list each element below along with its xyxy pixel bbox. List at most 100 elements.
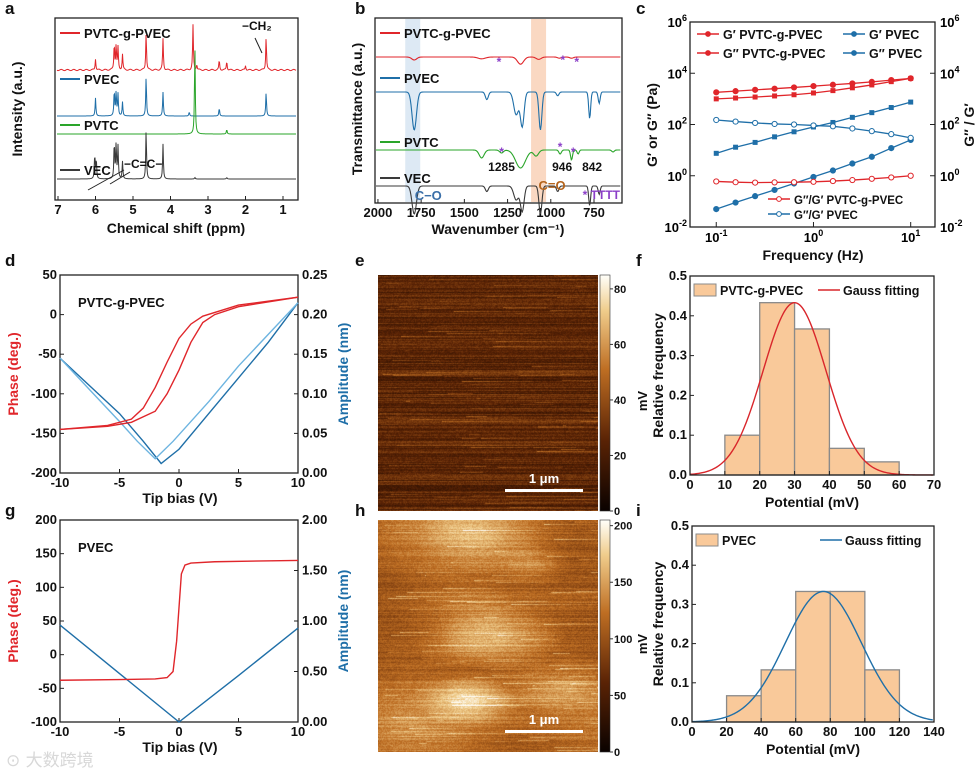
y-tick-label: 0.1 <box>669 427 687 442</box>
y-tick-label: 0.0 <box>669 467 687 482</box>
panel-label: g <box>5 501 15 520</box>
star-marker: * <box>571 145 576 159</box>
y-tick-label: -50 <box>38 680 57 695</box>
marker-circle <box>868 128 875 135</box>
ftir-trace-1 <box>376 91 621 131</box>
trace-label: PVEC <box>84 72 120 87</box>
y-tick-label: 100 <box>940 167 959 184</box>
legend-label: G″/G′ PVTC-g-PVEC <box>794 195 903 207</box>
legend-marker <box>776 196 782 202</box>
marker-circle <box>888 174 895 181</box>
y-tick-label: 0 <box>50 647 57 662</box>
marker-circle <box>732 179 739 186</box>
y-tick-label: 0.3 <box>669 348 687 363</box>
colorbar-tick-label: 150 <box>614 577 632 589</box>
marker-circle <box>752 193 759 200</box>
y-tick-label: 102 <box>668 116 687 133</box>
legend-label: PVTC-g-PVEC <box>720 284 803 298</box>
legend-marker <box>776 211 782 217</box>
x-tick-label: 140 <box>923 724 945 739</box>
x-tick-label: 30 <box>787 477 801 492</box>
y-tick-label: -100 <box>31 386 57 401</box>
ftir-trace-3 <box>376 185 621 215</box>
marker-square <box>772 93 778 99</box>
x-tick-label: 60 <box>892 477 906 492</box>
panel-label: d <box>5 251 15 270</box>
marker-circle <box>868 78 875 85</box>
marker-circle <box>771 179 778 186</box>
marker-square <box>869 110 875 116</box>
marker-circle <box>849 80 856 87</box>
y-tick-label: 10-2 <box>940 218 962 235</box>
band-label: C−O <box>415 188 442 203</box>
x-tick-label: 0 <box>688 724 695 739</box>
x-axis-label: Frequency (Hz) <box>762 247 863 263</box>
scale-bar <box>505 730 583 733</box>
panel-label: b <box>355 0 365 18</box>
y-tick-label: -100 <box>31 714 57 729</box>
phase-forward <box>59 296 299 431</box>
y-tick-label: 150 <box>35 546 57 561</box>
band-label: C=O <box>539 178 566 193</box>
histogram-bar <box>795 590 831 723</box>
colorbar-tick-label: 40 <box>614 395 626 407</box>
colorbar-label: mV <box>635 634 650 655</box>
x-tick-label: 1750 <box>407 205 436 220</box>
legend-marker <box>705 31 711 37</box>
colorbar <box>599 274 611 512</box>
x-tick-label: 7 <box>54 202 61 217</box>
marker-circle <box>771 120 778 128</box>
marker-circle <box>732 199 739 206</box>
x-tick-label: 80 <box>823 724 837 739</box>
x-tick-label: 750 <box>583 205 605 220</box>
y-tick-label: 104 <box>940 64 959 81</box>
legend-label: G′ PVTC-g-PVEC <box>723 28 823 42</box>
marker-circle <box>810 83 817 90</box>
panel-label: f <box>636 251 642 270</box>
y-tick-label: 10-2 <box>665 218 687 235</box>
trace-label: PVEC <box>404 71 440 86</box>
marker-circle <box>888 144 895 152</box>
y-tick-label: 0.25 <box>302 267 327 282</box>
marker-square <box>752 94 758 100</box>
amplitude <box>59 624 299 723</box>
y-tick-label: 0.4 <box>669 308 688 323</box>
x-tick-label: 50 <box>857 477 871 492</box>
legend-label: G″ PVEC <box>869 47 922 61</box>
legend-marker <box>705 50 711 56</box>
y-tick-label: -200 <box>31 465 57 480</box>
ftir-trace-0 <box>376 56 621 65</box>
y-axis-label: Phase (deg.) <box>5 579 21 662</box>
marker-circle <box>849 125 856 132</box>
marker-circle <box>907 134 914 141</box>
y-axis-label-right: Amplitude (nm) <box>335 323 351 426</box>
y-tick-label: 0.5 <box>669 268 687 283</box>
marker-square <box>791 129 797 135</box>
marker-square <box>830 119 836 125</box>
y-tick-label: 0.2 <box>669 387 687 402</box>
marker-square <box>908 99 914 105</box>
y-axis-label: Transmittance (a.u.) <box>349 43 365 175</box>
y-tick-label: 0.20 <box>302 307 327 322</box>
marker-circle <box>907 172 914 179</box>
x-axis-label: Potential (mV) <box>765 494 859 510</box>
y-tick-label: 100 <box>35 579 57 594</box>
legend-marker <box>851 50 857 56</box>
x-tick-label: 40 <box>822 477 836 492</box>
x-tick-label: 60 <box>788 724 802 739</box>
marker-square <box>849 85 855 91</box>
y-axis-label: G′ or G″ (Pa) <box>644 83 660 167</box>
x-tick-label: 6 <box>92 202 99 217</box>
peak-label: 946 <box>552 160 572 174</box>
y-tick-label: 50 <box>43 267 57 282</box>
nmr-trace-0 <box>56 24 297 72</box>
marker-circle <box>907 75 914 82</box>
annotation-arrow <box>109 171 131 185</box>
colorbar-tick-label: 20 <box>614 450 626 462</box>
legend-marker <box>851 31 857 37</box>
marker-square <box>733 95 739 101</box>
x-tick-label: 100 <box>804 228 823 245</box>
amplitude-dark <box>59 302 299 465</box>
